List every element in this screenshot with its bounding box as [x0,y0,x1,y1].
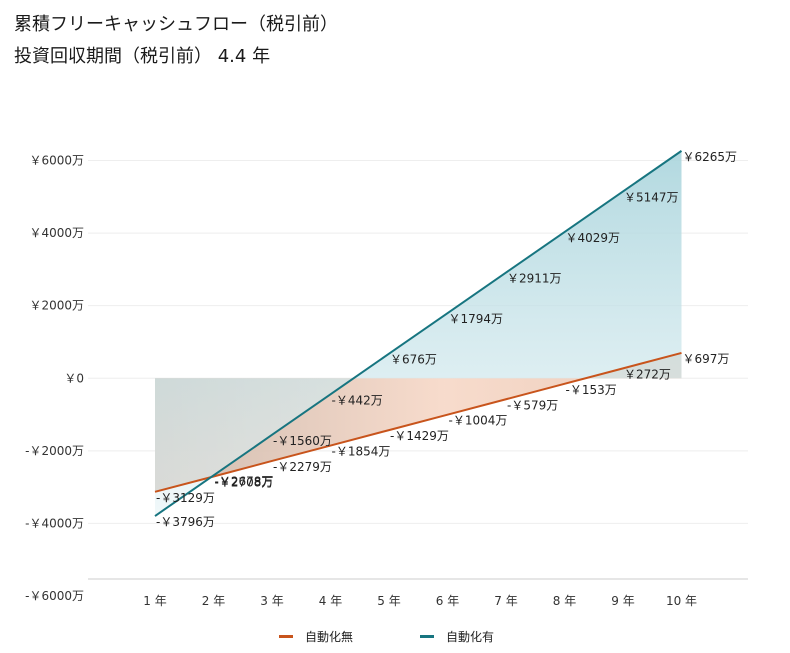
legend-swatch-without [279,635,293,638]
data-label-with-automation: -￥1560万 [273,434,332,448]
payback-period: 投資回収期間（税引前） 4.4 年 [14,46,271,67]
y-tick-label: ￥0 [64,371,84,385]
data-label-without-automation: -￥579万 [507,398,558,412]
data-label-without-automation: -￥1429万 [390,429,449,443]
data-label-without-automation: -￥3129万 [156,491,215,505]
x-tick-label: 4 年 [319,594,342,608]
data-label-with-automation: ￥6265万 [683,150,738,164]
data-label-without-automation: ￥272万 [624,367,671,381]
y-tick-label: -￥2000万 [25,444,84,458]
legend: 自動化無 自動化有 [0,628,790,648]
data-label-with-automation: -￥2678万 [215,474,274,488]
data-label-without-automation: -￥1004万 [449,414,508,428]
x-tick-label: 3 年 [260,594,283,608]
legend-label-with: 自動化有 [446,630,495,644]
y-tick-label: ￥6000万 [29,154,84,168]
x-tick-label: 9 年 [611,594,634,608]
data-label-with-automation: ￥2911万 [507,272,562,286]
data-label-without-automation: -￥2708万 [215,476,274,490]
x-tick-label: 1 年 [143,594,166,608]
y-tick-label: -￥4000万 [25,516,84,530]
data-label-without-automation: -￥2279万 [273,460,332,474]
y-tick-label: -￥6000万 [25,589,84,603]
data-label-with-automation: ￥4029万 [566,231,621,245]
chart-titles: 累積フリーキャッシュフロー（税引前） 投資回収期間（税引前） 4.4 年 [14,12,338,70]
data-label-with-automation: -￥442万 [332,393,383,407]
data-label-without-automation: -￥1854万 [332,445,391,459]
x-tick-label: 5 年 [377,594,400,608]
data-label-without-automation: ￥697万 [683,352,730,366]
x-tick-label: 6 年 [436,594,459,608]
data-label-with-automation: ￥5147万 [624,190,679,204]
data-label-with-automation: ￥676万 [390,353,437,367]
x-tick-label: 10 年 [666,594,697,608]
x-tick-label: 2 年 [202,594,225,608]
data-label-without-automation: -￥153万 [566,383,617,397]
data-label-with-automation: -￥3796万 [156,515,215,529]
series-line-with-automation [154,150,683,517]
legend-item-with-automation[interactable]: 自動化有 [420,628,494,645]
legend-swatch-with [420,635,434,638]
y-tick-label: ￥4000万 [29,226,84,240]
series-line-without-automation [154,351,682,493]
chart-title: 累積フリーキャッシュフロー（税引前） [14,14,338,35]
legend-item-without-automation[interactable]: 自動化無 [279,628,353,645]
y-tick-label: ￥2000万 [29,299,84,313]
legend-label-without: 自動化無 [305,630,354,644]
data-label-with-automation: ￥1794万 [449,312,504,326]
x-tick-label: 7 年 [494,594,517,608]
x-tick-label: 8 年 [553,594,576,608]
